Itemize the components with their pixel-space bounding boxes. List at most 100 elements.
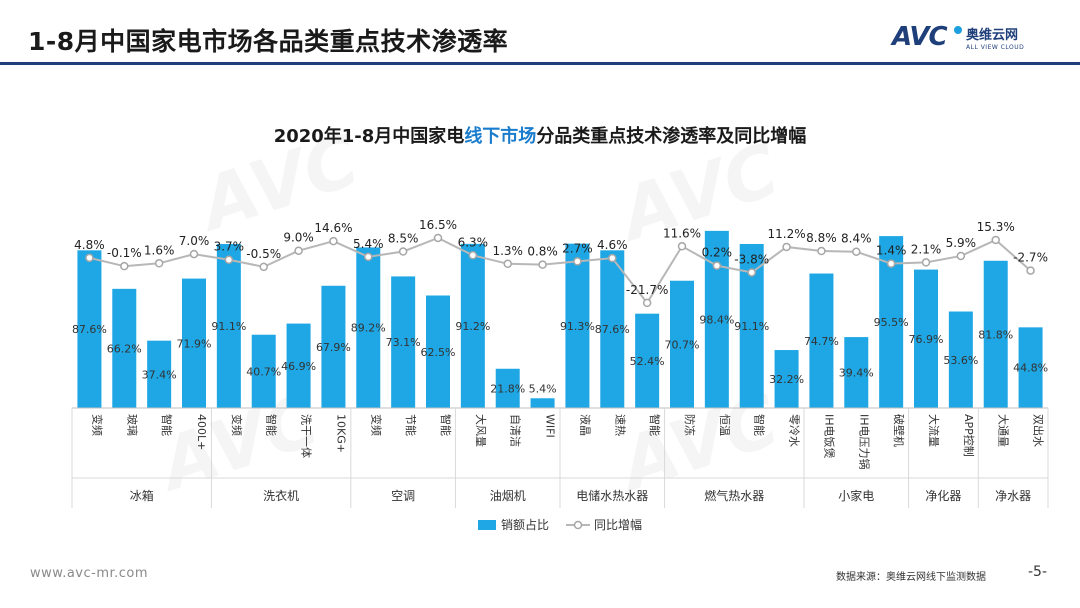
yoy-label-18: 0.2% [702,246,733,260]
bar-label-21: 74.7% [804,335,839,348]
yoy-point-15 [608,253,617,263]
bar-6 [286,323,311,408]
category-label-22: IH电压力锅 [857,414,870,470]
yoy-point-8 [364,252,373,262]
bar-label-3: 71.9% [177,337,212,350]
yoy-label-21: 8.8% [806,231,837,245]
yoy-label-7: 14.6% [314,221,352,235]
category-label-11: 大风量 [474,414,488,447]
category-label-18: 恒温 [718,414,731,436]
bar-7 [321,285,346,408]
yoy-point-14 [573,257,582,266]
logo-english: ALL VIEW CLOUD [966,44,1025,51]
bar-24 [914,269,938,408]
page-title: 1-8月中国家电市场各品类重点技术渗透率 [28,27,509,56]
yoy-label-12: 1.3% [492,244,523,258]
bar-21 [809,273,834,408]
bar-17 [670,280,694,408]
yoy-point-16 [642,298,652,308]
group-label-3: 油烟机 [490,489,526,503]
bar-label-19: 91.1% [734,320,769,333]
bar-label-4: 91.1% [211,320,246,333]
category-label-15: 速热 [613,414,626,436]
yoy-label-27: -2.7% [1013,251,1048,265]
bar-label-23: 95.5% [874,316,909,329]
page-number: -5- [1028,564,1048,580]
yoy-label-19: -3.8% [734,252,769,266]
category-label-3: 400L+ [195,414,208,450]
yoy-label-16: -21.7% [626,283,668,297]
group-label-0: 冰箱 [130,488,154,503]
yoy-label-9: 8.5% [388,232,419,246]
yoy-label-25: 5.9% [946,236,977,250]
yoy-label-15: 4.6% [597,238,628,252]
footer-source: 数据来源：奥维云网线下监测数据 [836,572,986,583]
category-label-10: 智能 [439,414,453,436]
bar-label-5: 40.7% [246,365,281,378]
bar-11 [460,243,485,408]
yoy-label-24: 2.1% [911,242,942,256]
bar-12 [495,368,520,408]
bar-label-8: 89.2% [351,322,386,335]
logo-mark: AVC [892,22,948,52]
yoy-point-9 [398,247,408,256]
legend-bar-swatch [478,520,496,530]
chart-title-part-1: 2020年1-8月中国家电 [273,126,465,147]
bar-10 [426,295,450,408]
legend-line-label: 同比增幅 [594,517,642,532]
yoy-point-22 [852,247,861,256]
yoy-point-6 [294,246,303,255]
bar-0 [77,250,102,408]
bar-22 [844,337,869,408]
yoy-point-13 [538,260,547,269]
bar-9 [391,276,416,408]
bar-label-26: 81.8% [978,328,1013,341]
yoy-label-20: 11.2% [768,227,806,241]
yoy-point-3 [189,249,199,259]
group-label-5: 燃气热水器 [704,488,764,503]
bar-15 [600,250,625,408]
category-label-13: WIFI [544,414,557,438]
category-label-8: 变频 [369,414,383,436]
yoy-label-10: 16.5% [419,218,457,232]
yoy-label-22: 8.4% [841,232,872,246]
bar-label-0: 87.6% [72,323,107,336]
yoy-point-25 [956,251,966,261]
yoy-point-18 [712,261,722,270]
bar-1 [112,288,137,408]
bar-5 [251,334,276,408]
bar-label-2: 37.4% [142,368,177,381]
yoy-label-13: 0.8% [527,245,558,259]
bar-25 [948,311,973,408]
bar-label-24: 76.9% [909,333,944,346]
group-label-1: 洗衣机 [263,488,299,503]
bar-label-10: 62.5% [421,346,456,359]
category-label-12: 自清洁 [509,414,522,447]
logo-dot [954,26,962,34]
yoy-point-1 [120,261,129,271]
yoy-point-17 [677,242,687,251]
yoy-point-11 [468,251,478,260]
yoy-point-0 [85,253,94,263]
category-label-16: 智能 [648,414,662,436]
bar-label-9: 73.1% [386,336,421,349]
category-label-27: 双出水 [1032,414,1046,447]
bar-label-13: 5.4% [529,382,557,395]
legend-line-marker [573,520,583,530]
yoy-label-1: -0.1% [107,246,142,260]
yoy-label-6: 9.0% [283,231,314,245]
category-label-17: 防冻 [683,414,697,436]
yoy-point-27 [1026,266,1035,275]
yoy-label-0: 4.8% [74,238,105,252]
yoy-label-26: 15.3% [977,220,1015,234]
bar-14 [565,243,590,408]
bar-label-17: 70.7% [665,338,700,351]
logo-chinese: 奥维云网 [966,28,1019,43]
bar-27 [1018,327,1043,408]
yoy-label-3: 7.0% [179,234,210,248]
yoy-label-2: 1.6% [144,243,175,257]
footer-website[interactable]: www.avc-mr.com [30,566,149,581]
bar-label-1: 66.2% [107,342,142,355]
category-label-26: 大通量 [997,414,1011,447]
